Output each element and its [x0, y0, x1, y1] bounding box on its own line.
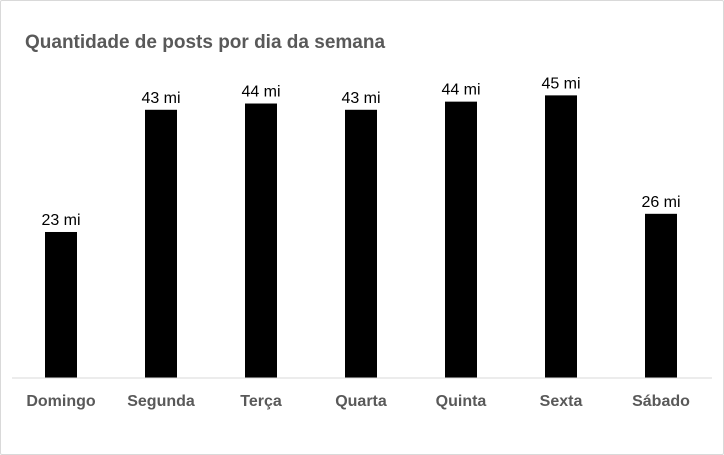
data-label: 44 mi: [241, 84, 280, 101]
bar: [145, 109, 177, 378]
x-tick-label: Sábado: [632, 393, 690, 410]
bar: [45, 231, 77, 378]
bar: [645, 213, 677, 378]
data-label: 43 mi: [141, 90, 180, 107]
chart-title: Quantidade de posts por dia da semana: [25, 32, 386, 53]
x-tick-label: Sexta: [540, 393, 583, 410]
bar: [545, 95, 577, 378]
data-label: 43 mi: [341, 90, 380, 107]
data-label: 26 mi: [641, 194, 680, 211]
bar: [245, 103, 277, 379]
x-tick-label: Domingo: [26, 393, 96, 410]
x-tick-label: Quinta: [436, 393, 487, 410]
x-tick-label: Segunda: [127, 393, 195, 410]
data-label: 23 mi: [41, 212, 80, 229]
bar: [445, 101, 477, 378]
x-tick-label: Quarta: [335, 393, 387, 410]
bar: [345, 109, 377, 378]
data-label: 44 mi: [441, 82, 480, 99]
data-label: 45 mi: [541, 75, 580, 92]
x-tick-label: Terça: [240, 393, 282, 410]
